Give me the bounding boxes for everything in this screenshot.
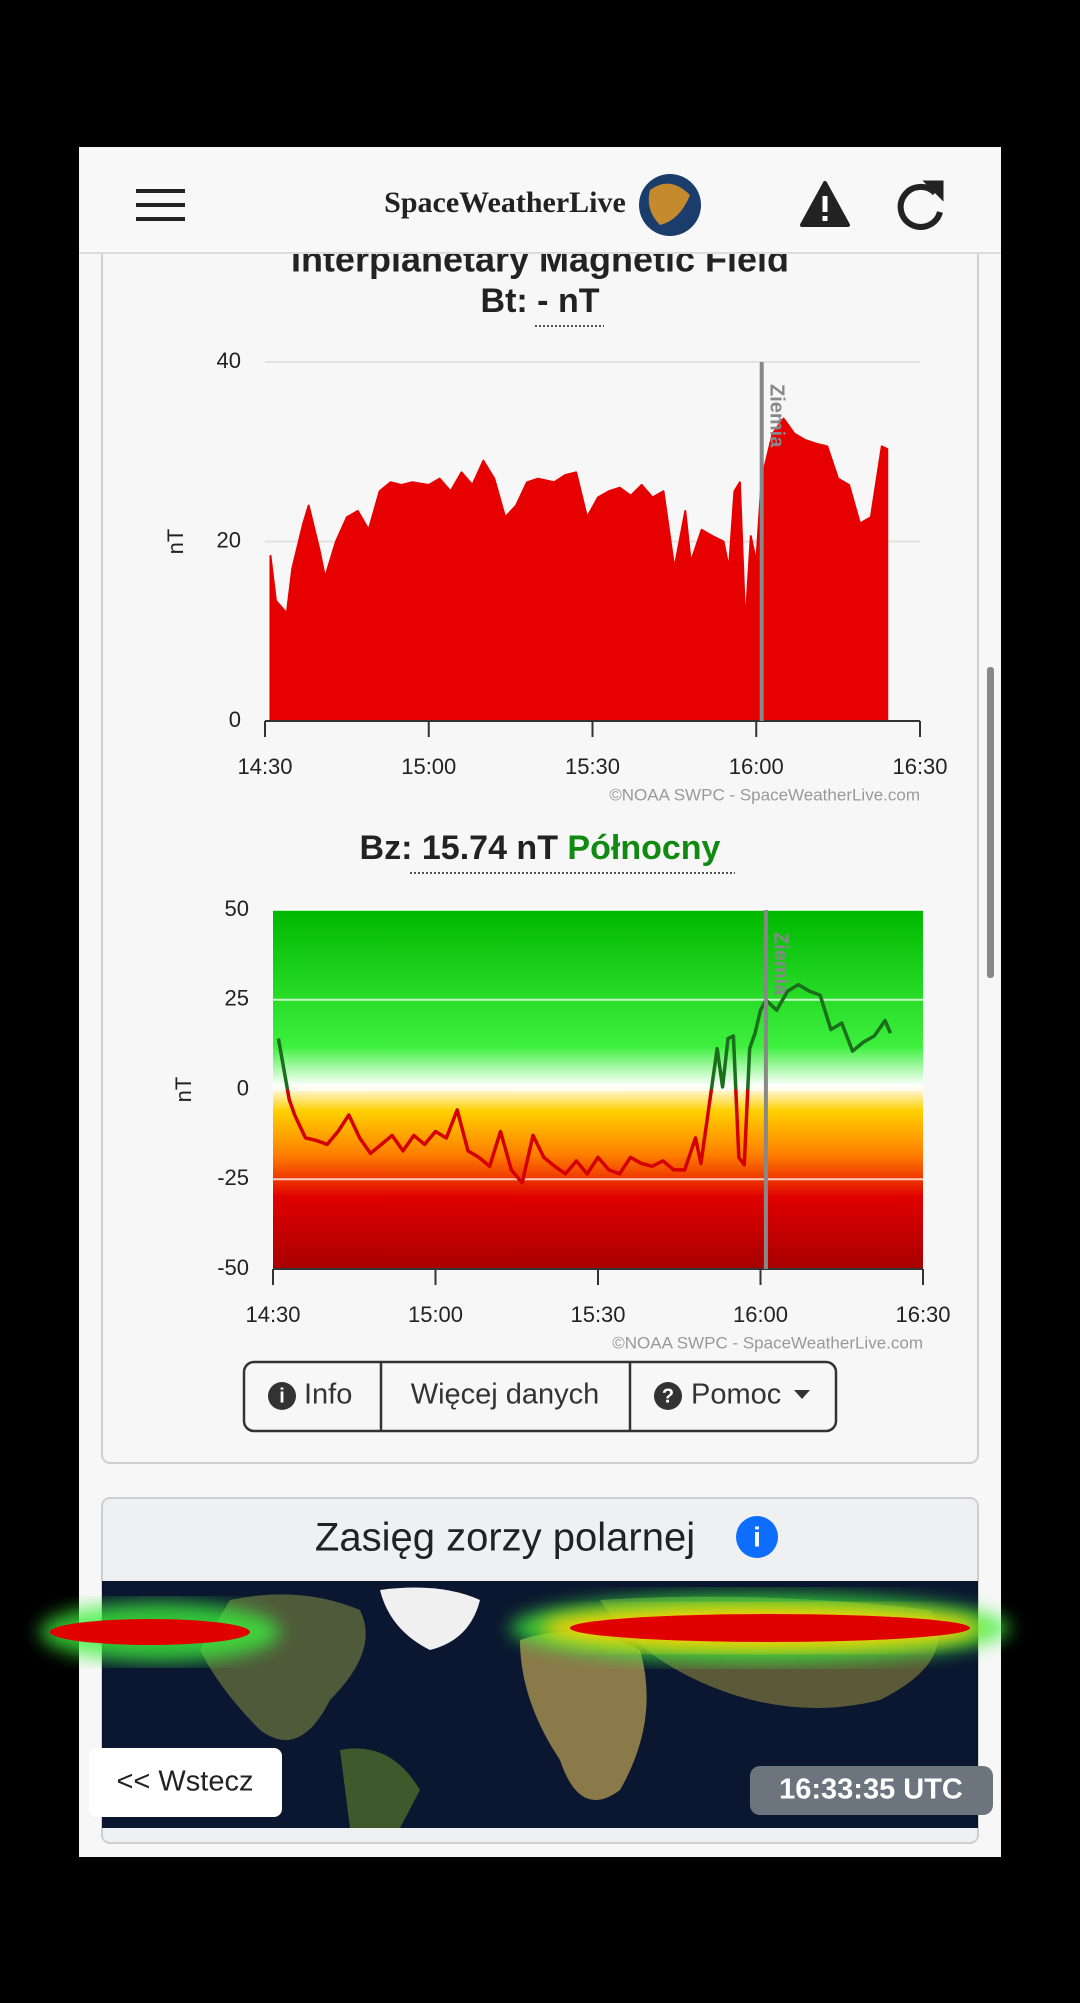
x-tick-label: 15:00 — [401, 754, 456, 779]
menu-bar — [136, 217, 185, 221]
scrollbar — [987, 667, 994, 978]
x-tick-label: 15:30 — [570, 1302, 625, 1327]
help-icon — [654, 1382, 682, 1410]
x-tick-label: 16:00 — [733, 1302, 788, 1327]
button-frame — [242, 1360, 838, 1433]
credit: ©NOAA SWPC - SpaceWeatherLive.com — [612, 1333, 923, 1352]
header-bg — [79, 147, 1001, 253]
info-button[interactable]: i Info — [268, 1379, 352, 1411]
land — [340, 1748, 420, 1828]
refresh-button[interactable] — [897, 180, 944, 230]
back-bg — [89, 1748, 282, 1817]
bt-label: Bt: — [481, 282, 528, 320]
refresh-arrow — [922, 180, 944, 202]
x-tick-label: 16:30 — [895, 1302, 950, 1327]
help-button[interactable]: ? Pomoc — [654, 1379, 810, 1411]
earth-label: Ziemia — [765, 384, 787, 448]
alert-mark — [822, 216, 828, 221]
button-label[interactable]: Info — [304, 1379, 352, 1411]
y-tick-label: 20 — [217, 527, 241, 552]
y-tick-label: -50 — [217, 1255, 249, 1280]
icon-glyph: ? — [662, 1385, 674, 1407]
button-group: i Info Więcej danych ? Pomoc — [242, 1360, 838, 1433]
y-axis-label: nT — [163, 529, 188, 555]
menu-bar — [136, 189, 185, 193]
x-tick-label: 15:30 — [565, 754, 620, 779]
bz-title: Bz: 15.74 nT Północny — [360, 829, 721, 867]
bz-value: 15.74 nT — [422, 829, 558, 867]
y-tick-label: -25 — [217, 1165, 249, 1190]
button-label[interactable]: Pomoc — [691, 1379, 781, 1411]
icon-glyph: i — [753, 1521, 761, 1552]
land — [520, 1632, 647, 1800]
aurora-band — [50, 1619, 250, 1645]
x-tick-label: 14:30 — [237, 754, 292, 779]
bz-direction: Północny — [567, 829, 720, 867]
x-tick-label: 15:00 — [408, 1302, 463, 1327]
ice — [380, 1587, 480, 1650]
header: SpaceWeatherLive — [79, 147, 1001, 254]
caret — [794, 1390, 810, 1399]
y-axis-label: nT — [171, 1077, 196, 1103]
menu-button[interactable] — [136, 189, 185, 221]
earth-label: Ziemia — [770, 932, 792, 996]
refresh-arc — [897, 183, 943, 230]
icon-glyph: i — [279, 1385, 285, 1407]
info-icon[interactable] — [736, 1516, 778, 1558]
aurora-band — [570, 1614, 970, 1642]
bt-value: - nT — [537, 282, 600, 320]
aurora-title: Zasięg zorzy polarnej — [315, 1516, 695, 1560]
logo-land — [648, 183, 690, 225]
x-tick-label: 14:30 — [245, 1302, 300, 1327]
back-label[interactable]: << Wstecz — [117, 1766, 254, 1798]
x-tick-label: 16:30 — [892, 754, 947, 779]
bz-label: Bz: — [360, 829, 413, 867]
brand[interactable]: SpaceWeatherLive — [384, 186, 626, 219]
back-button[interactable]: << Wstecz — [89, 1748, 282, 1817]
y-tick-label: 0 — [237, 1075, 249, 1100]
clock-bg — [750, 1766, 993, 1815]
y-tick-label: 0 — [229, 707, 241, 732]
line — [276, 982, 893, 1185]
x-tick-label: 16:00 — [729, 754, 784, 779]
alert-mark — [822, 196, 828, 212]
y-tick-label: 50 — [225, 896, 249, 921]
more-data-button[interactable]: Więcej danych — [411, 1379, 600, 1411]
clock: 16:33:35 UTC — [779, 1774, 963, 1806]
area — [269, 417, 889, 722]
y-tick-label: 25 — [225, 986, 249, 1011]
credit: ©NOAA SWPC - SpaceWeatherLive.com — [609, 785, 920, 804]
bt-title: Bt: - nT — [481, 282, 600, 320]
alert-button[interactable] — [800, 181, 850, 227]
menu-bar — [136, 203, 185, 207]
info-icon — [268, 1382, 296, 1410]
y-tick-label: 40 — [217, 348, 241, 373]
